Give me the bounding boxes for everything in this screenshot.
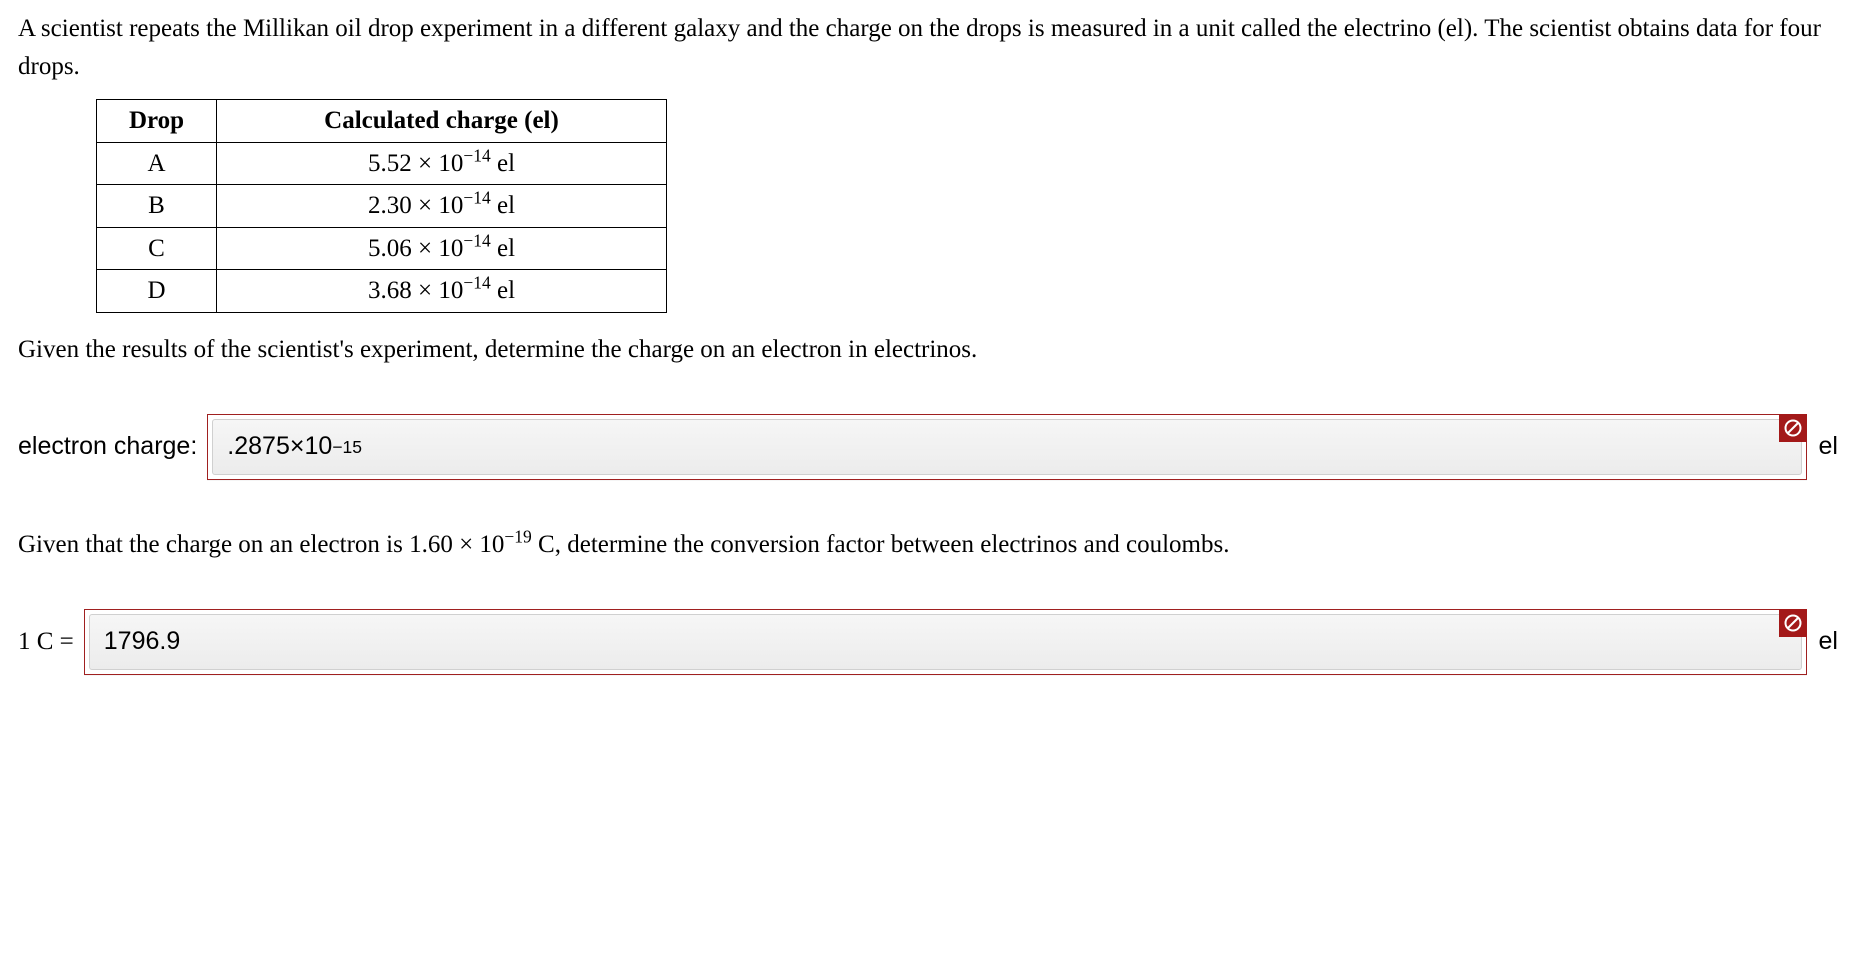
table-header-charge: Calculated charge (el) bbox=[217, 100, 667, 143]
table-row: B 2.30 × 10−14 el bbox=[97, 185, 667, 228]
answer1-input-wrap[interactable]: .2875×10−15 bbox=[207, 414, 1806, 480]
answer2-input-wrap[interactable]: 1796.9 bbox=[84, 609, 1807, 675]
answer1-label: electron charge: bbox=[18, 428, 197, 466]
answer1-unit: el bbox=[1819, 428, 1838, 466]
cell-drop: D bbox=[97, 270, 217, 313]
prompt-2: Given that the charge on an electron is … bbox=[18, 526, 1838, 564]
answer2-unit: el bbox=[1819, 623, 1838, 661]
cell-drop: B bbox=[97, 185, 217, 228]
cell-charge: 5.06 × 10−14 el bbox=[217, 227, 667, 270]
table-row: C 5.06 × 10−14 el bbox=[97, 227, 667, 270]
problem-intro: A scientist repeats the Millikan oil dro… bbox=[18, 10, 1838, 85]
table-header-drop: Drop bbox=[97, 100, 217, 143]
error-icon bbox=[1779, 609, 1807, 637]
answer2-label: 1 C = bbox=[18, 623, 74, 661]
answer-row-2: 1 C = 1796.9 el bbox=[18, 609, 1838, 675]
cell-drop: C bbox=[97, 227, 217, 270]
data-table: Drop Calculated charge (el) A 5.52 × 10−… bbox=[96, 99, 667, 313]
table-row: A 5.52 × 10−14 el bbox=[97, 142, 667, 185]
answer1-input[interactable]: .2875×10−15 bbox=[212, 419, 1801, 475]
cell-charge: 5.52 × 10−14 el bbox=[217, 142, 667, 185]
error-icon bbox=[1779, 414, 1807, 442]
cell-drop: A bbox=[97, 142, 217, 185]
table-row: D 3.68 × 10−14 el bbox=[97, 270, 667, 313]
cell-charge: 2.30 × 10−14 el bbox=[217, 185, 667, 228]
cell-charge: 3.68 × 10−14 el bbox=[217, 270, 667, 313]
answer2-input[interactable]: 1796.9 bbox=[89, 614, 1802, 670]
answer-row-1: electron charge: .2875×10−15 el bbox=[18, 414, 1838, 480]
prompt-1: Given the results of the scientist's exp… bbox=[18, 331, 1838, 369]
